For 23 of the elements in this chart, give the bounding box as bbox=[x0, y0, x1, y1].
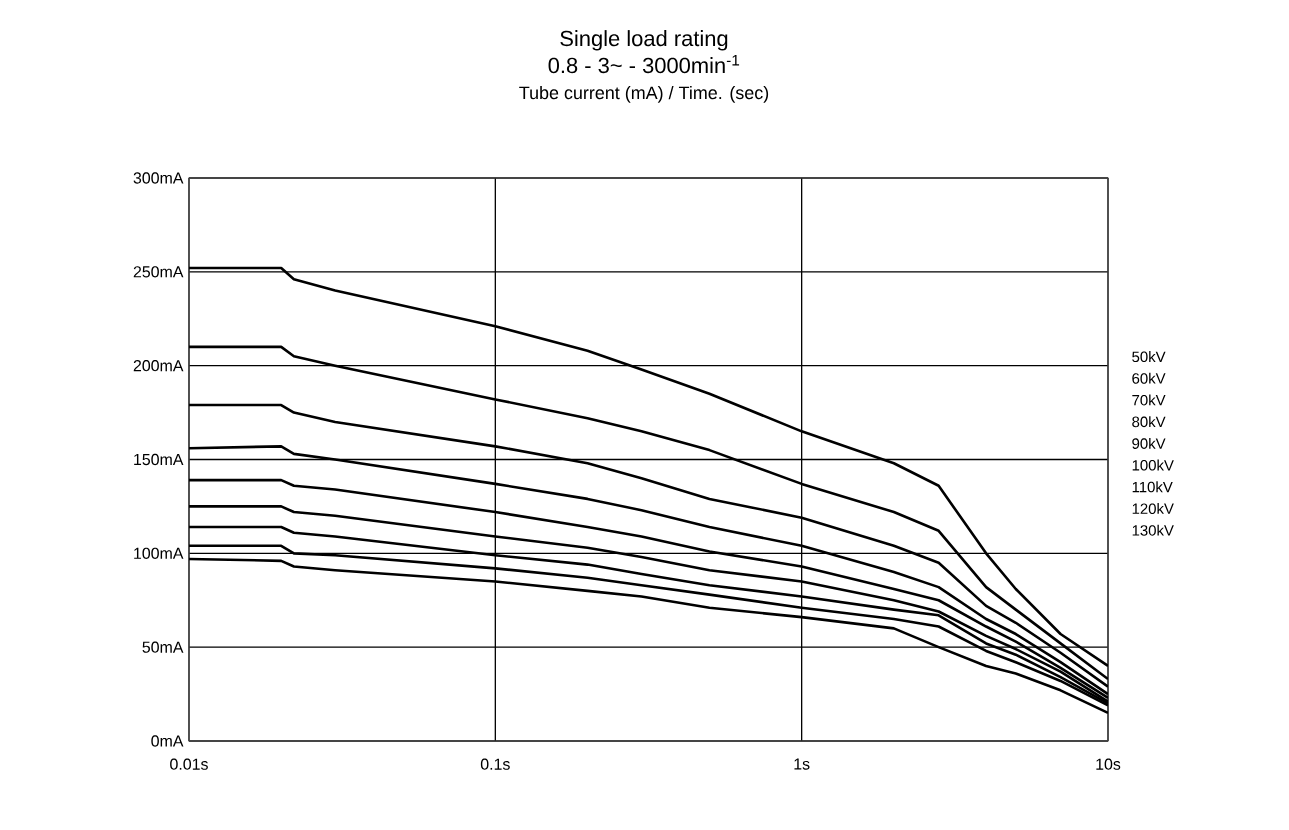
text: 130kV bbox=[1132, 524, 1174, 536]
chart-subtitle: 0.8 - 3~ - 3000min$^{-1}$ bbox=[548, 54, 740, 74]
text: 80kV bbox=[1132, 416, 1166, 428]
y-tick-label: 200mA bbox=[133, 360, 184, 372]
y-tick-label: 100mA bbox=[134, 547, 184, 559]
text: 60kV bbox=[1132, 372, 1166, 384]
text: 120kV bbox=[1132, 503, 1174, 515]
text: 70kV bbox=[1132, 394, 1166, 406]
x-tick-label: 0.1s bbox=[480, 758, 510, 770]
y-tick-label: 0mA bbox=[151, 735, 184, 747]
text: 50kV bbox=[1132, 351, 1166, 363]
x-tick-label: 1s bbox=[794, 758, 810, 770]
y-tick-label: 50mA bbox=[142, 641, 184, 653]
y-tick-label: 250mA bbox=[133, 266, 184, 278]
text: 110kV bbox=[1132, 481, 1173, 493]
chart-title: Single load rating bbox=[560, 30, 728, 51]
y-tick-label: 300mA bbox=[133, 172, 184, 184]
x-tick-label: 10s bbox=[1096, 758, 1121, 770]
text: Tube current (mA) / Time. (sec) bbox=[519, 85, 769, 103]
text: 90kV bbox=[1132, 437, 1166, 449]
y-tick-label: 150mA bbox=[134, 453, 184, 466]
text: 100kV bbox=[1132, 459, 1174, 471]
x-tick-label: 0.01s bbox=[170, 758, 208, 770]
